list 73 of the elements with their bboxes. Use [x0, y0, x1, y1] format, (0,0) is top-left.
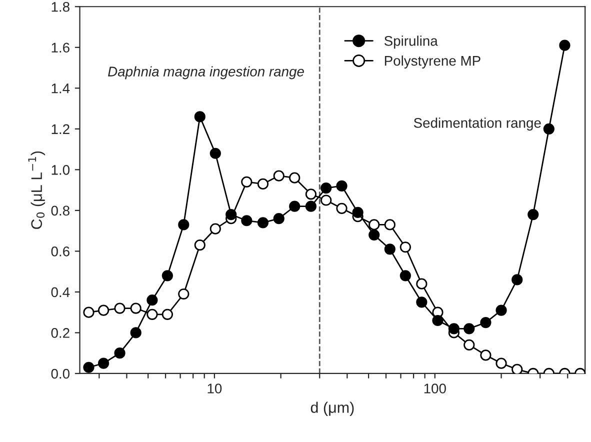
point [146, 294, 158, 306]
point [320, 182, 332, 194]
y-tick-label: 1.6 [52, 42, 70, 53]
point [400, 242, 411, 253]
point [416, 278, 428, 290]
legend-label: Polystyrene MP [384, 56, 480, 68]
y-tick-label: 1.2 [52, 124, 70, 134]
point [210, 148, 221, 159]
point [130, 302, 142, 314]
point [336, 202, 348, 214]
point [432, 314, 444, 326]
point [241, 215, 252, 226]
point [305, 188, 317, 200]
point [384, 219, 396, 230]
point [162, 270, 173, 282]
y-axis-title: C$_{0}$ (μL L$^{−1}$) [28, 151, 46, 229]
y-tick-label: 0.6 [51, 246, 70, 256]
y-tick-label: 0.8 [51, 206, 70, 216]
point [241, 176, 252, 188]
y-tick-label: 0.4 [51, 287, 70, 298]
point [178, 288, 190, 300]
point [496, 304, 507, 316]
point [194, 240, 206, 251]
point [448, 323, 460, 334]
point [464, 339, 475, 351]
point [210, 223, 221, 234]
point [352, 206, 364, 218]
point [146, 308, 158, 320]
y-tick-label: 1.4 [52, 84, 70, 94]
point [162, 308, 173, 320]
point [320, 194, 332, 206]
point [114, 348, 126, 359]
point [98, 358, 110, 369]
annotation: Daphnia magna ingestion range [108, 66, 304, 80]
point [559, 40, 570, 51]
point [400, 270, 411, 282]
legend-label: Spirulina [384, 36, 438, 49]
point [368, 219, 380, 230]
point [257, 178, 269, 190]
point [464, 323, 475, 334]
point [289, 172, 300, 184]
point [257, 217, 269, 228]
x-tick-label: 10 [208, 384, 222, 394]
point [273, 170, 284, 182]
point [543, 123, 554, 134]
point [194, 111, 206, 122]
y-tick-label: 0.2 [51, 328, 70, 338]
point [368, 229, 380, 240]
y-tick-label: 1.8 [52, 2, 70, 12]
x-axis-title: d (μm) [310, 402, 354, 416]
point [416, 296, 428, 308]
point [528, 208, 539, 220]
point [480, 316, 492, 328]
point [273, 213, 284, 224]
point [305, 200, 317, 212]
point [83, 362, 94, 373]
point [226, 208, 237, 220]
point [512, 274, 523, 286]
point [178, 219, 190, 230]
point [130, 327, 142, 338]
y-tick-label: 1.0 [52, 165, 70, 175]
point [336, 180, 348, 192]
point [384, 244, 396, 255]
point [114, 302, 126, 314]
point [512, 364, 523, 374]
point [98, 304, 110, 316]
point [83, 306, 94, 318]
point [289, 200, 300, 212]
point [480, 350, 492, 361]
x-tick-label: 100 [424, 384, 446, 394]
y-tick-label: 0.0 [51, 368, 70, 379]
annotation: Sedimentation range [414, 118, 541, 131]
point [496, 358, 507, 369]
